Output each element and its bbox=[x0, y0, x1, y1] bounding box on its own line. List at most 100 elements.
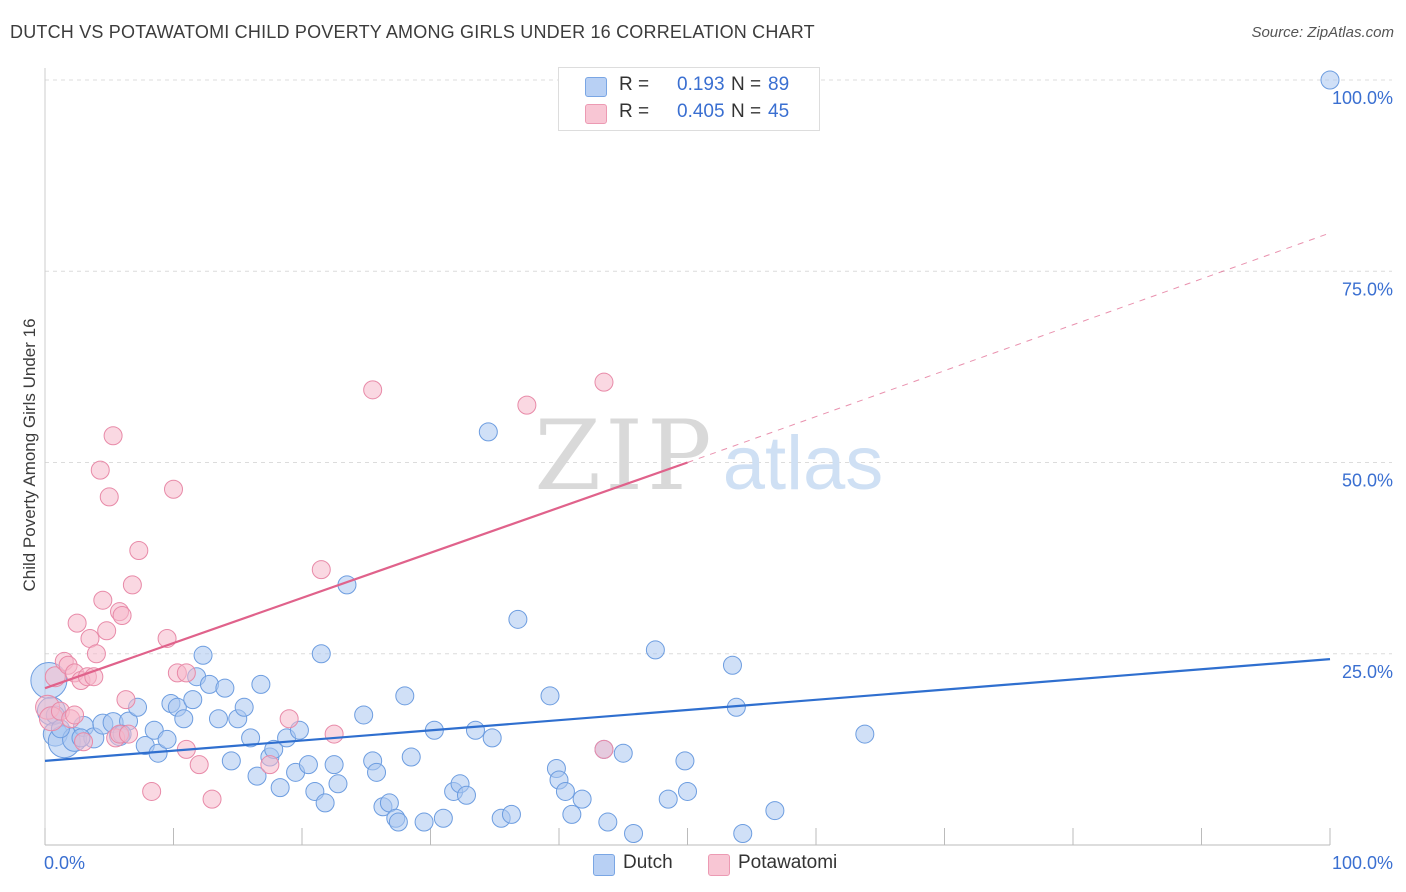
dutch-n-label: N = bbox=[731, 74, 762, 95]
potawatomi-point bbox=[93, 590, 113, 610]
dutch-r-value: 0.193 bbox=[677, 74, 725, 95]
potawatomi-point bbox=[260, 755, 280, 775]
potawatomi-point bbox=[97, 621, 117, 641]
potawatomi-point bbox=[129, 540, 149, 560]
potawatomi-r-label: R = bbox=[619, 101, 650, 122]
potawatomi-point bbox=[324, 724, 344, 744]
y-tick-label: 25.0% bbox=[1342, 662, 1393, 682]
bottom-potawatomi-swatch bbox=[708, 854, 730, 876]
dutch-point bbox=[395, 686, 415, 706]
x-tick-label: 0.0% bbox=[44, 853, 85, 873]
potawatomi-point bbox=[189, 755, 209, 775]
dutch-r-label: R = bbox=[619, 74, 650, 95]
dutch-point bbox=[433, 808, 453, 828]
dutch-n-value: 89 bbox=[768, 74, 790, 95]
potawatomi-point bbox=[99, 487, 119, 507]
dutch-point bbox=[678, 781, 697, 801]
dutch-point bbox=[354, 705, 374, 725]
potawatomi-trend-extension bbox=[687, 232, 1331, 463]
potawatomi-trend-line bbox=[44, 461, 688, 690]
dutch-point bbox=[855, 724, 875, 744]
bottom-dutch-label: Dutch bbox=[623, 852, 673, 873]
y-tick-label: 75.0% bbox=[1342, 279, 1393, 299]
bottom-legend-potawatomi: Potawatomi bbox=[708, 852, 868, 876]
dutch-point bbox=[722, 655, 742, 675]
dutch-point bbox=[508, 609, 528, 629]
potawatomi-point bbox=[65, 705, 85, 725]
potawatomi-point bbox=[112, 606, 132, 625]
dutch-point bbox=[234, 697, 254, 717]
dutch-point bbox=[324, 755, 344, 775]
dutch-point bbox=[298, 755, 318, 775]
dutch-point bbox=[414, 812, 434, 832]
dutch-point bbox=[367, 762, 387, 782]
potawatomi-point bbox=[142, 781, 162, 801]
dutch-point bbox=[540, 686, 560, 706]
dutch-point bbox=[144, 720, 164, 740]
potawatomi-n-value: 45 bbox=[768, 101, 790, 122]
dutch-point bbox=[174, 709, 194, 729]
dutch-point bbox=[193, 645, 213, 665]
dutch-point bbox=[247, 766, 267, 786]
potawatomi-swatch bbox=[585, 104, 607, 124]
bottom-dutch-swatch bbox=[593, 854, 615, 876]
dutch-point bbox=[215, 678, 235, 698]
potawatomi-point bbox=[122, 575, 142, 595]
dutch-swatch bbox=[585, 77, 607, 97]
potawatomi-point bbox=[311, 560, 331, 580]
dutch-point bbox=[598, 812, 618, 832]
dutch-point bbox=[315, 793, 335, 813]
dutch-point bbox=[624, 824, 644, 844]
y-tick-label: 50.0% bbox=[1342, 471, 1393, 491]
bottom-potawatomi-label: Potawatomi bbox=[738, 852, 838, 873]
potawatomi-point bbox=[119, 724, 139, 744]
dutch-point bbox=[311, 644, 331, 664]
dutch-point bbox=[555, 781, 575, 801]
dutch-trend-line bbox=[44, 658, 1331, 762]
potawatomi-point bbox=[103, 426, 123, 446]
potawatomi-point bbox=[164, 479, 183, 499]
potawatomi-r-value: 0.405 bbox=[677, 101, 725, 122]
dutch-point bbox=[208, 709, 228, 729]
dutch-point bbox=[733, 824, 753, 844]
chart-title: DUTCH VS POTAWATOMI CHILD POVERTY AMONG … bbox=[10, 22, 815, 42]
dutch-point bbox=[328, 774, 348, 794]
potawatomi-point bbox=[517, 395, 537, 415]
watermark: ZIP atlas bbox=[534, 400, 883, 512]
dutch-point bbox=[675, 751, 695, 771]
dutch-point bbox=[482, 728, 502, 748]
potawatomi-n-label: N = bbox=[731, 101, 762, 122]
dutch-point bbox=[572, 789, 592, 809]
dutch-point bbox=[613, 743, 633, 763]
dutch-point bbox=[183, 690, 203, 710]
dutch-point bbox=[658, 789, 678, 809]
dutch-point bbox=[388, 812, 408, 832]
dutch-point bbox=[645, 640, 665, 660]
gridlines bbox=[45, 79, 1392, 655]
potawatomi-point bbox=[116, 690, 136, 710]
potawatomi-point bbox=[86, 644, 106, 664]
trend-lines bbox=[44, 232, 1331, 762]
dutch-point bbox=[562, 804, 582, 824]
potawatomi-point bbox=[594, 372, 614, 392]
watermark-zip: ZIP bbox=[534, 400, 715, 512]
dutch-point bbox=[270, 778, 290, 798]
potawatomi-point bbox=[90, 460, 110, 480]
potawatomi-point bbox=[202, 789, 222, 809]
potawatomi-point bbox=[74, 732, 94, 752]
dutch-point bbox=[241, 728, 261, 748]
data-points bbox=[30, 70, 1340, 844]
dutch-point bbox=[478, 422, 498, 442]
y-tick-label: 100.0% bbox=[1332, 88, 1393, 108]
potawatomi-point bbox=[279, 709, 299, 729]
dutch-point bbox=[765, 801, 785, 821]
potawatomi-point bbox=[67, 613, 87, 633]
bottom-legend-dutch: Dutch bbox=[593, 852, 703, 876]
tick-labels: 25.0% 50.0% 75.0% 100.0% 0.0% 100.0% bbox=[44, 88, 1393, 873]
potawatomi-point bbox=[363, 380, 383, 400]
dutch-point bbox=[157, 729, 177, 749]
potawatomi-point bbox=[176, 663, 196, 683]
stats-legend: R = 0.193 N = 89 R = 0.405 N = 45 bbox=[558, 67, 820, 131]
x-tick-label: 100.0% bbox=[1332, 853, 1393, 873]
